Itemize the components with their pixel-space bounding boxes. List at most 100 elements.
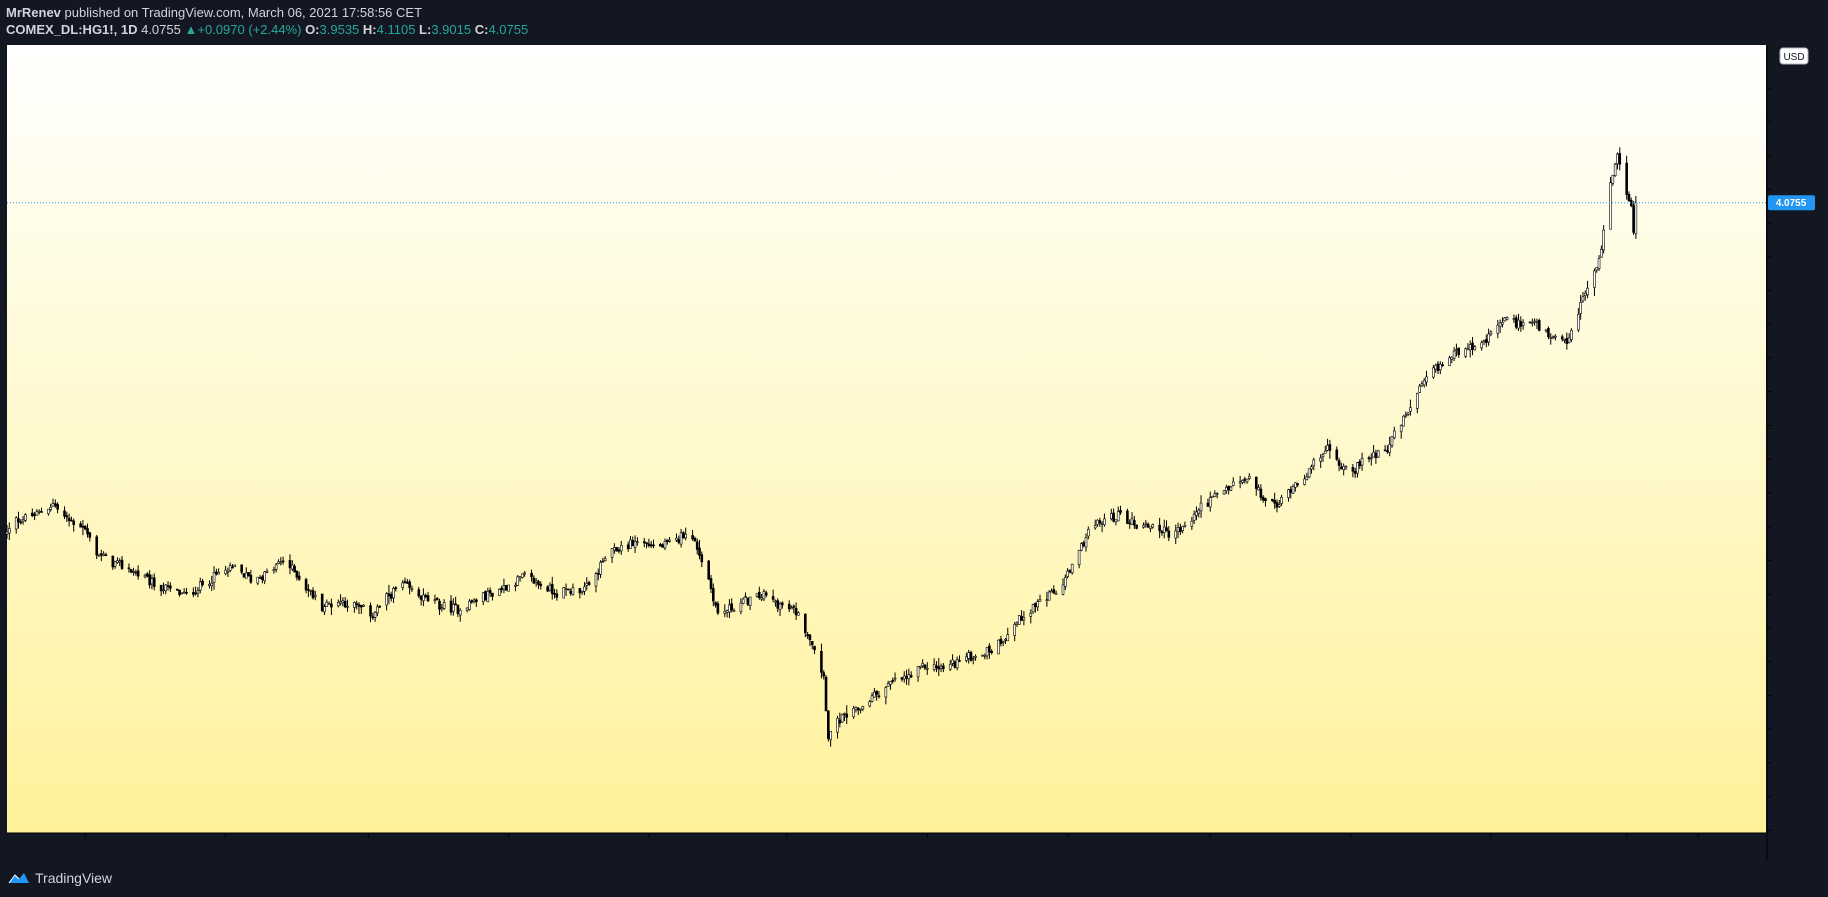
candle-body xyxy=(31,512,34,517)
candle-body xyxy=(859,708,862,711)
candle-body xyxy=(739,602,743,612)
candle-body xyxy=(5,531,9,535)
candle-body xyxy=(935,665,938,669)
candle-body xyxy=(1503,317,1507,322)
candle-body xyxy=(932,664,936,670)
candle-body xyxy=(1238,481,1242,484)
candle-body xyxy=(730,603,734,611)
candle-body xyxy=(668,539,671,542)
candle-body xyxy=(958,660,961,662)
candle-body xyxy=(362,604,365,607)
candle-body xyxy=(327,603,331,605)
candle-body xyxy=(942,665,945,670)
candle-body xyxy=(97,554,101,557)
candle-body xyxy=(675,537,678,541)
candle-body xyxy=(794,608,798,616)
candle-body xyxy=(1613,163,1617,177)
y-tick-label: 4.1250 xyxy=(1774,185,1805,196)
chart-header: MrRenev published on TradingView.com, Ma… xyxy=(0,0,1828,44)
candle-body xyxy=(691,535,694,540)
candle-body xyxy=(1625,162,1628,195)
candle-body xyxy=(974,656,977,658)
candle-body xyxy=(70,519,73,522)
candle-body xyxy=(682,532,685,539)
candle-body xyxy=(1197,509,1201,514)
candle-body xyxy=(1420,383,1424,386)
candle-body xyxy=(746,597,750,605)
candle-body xyxy=(744,596,747,598)
candle-body xyxy=(923,664,927,669)
last-price-badge: 4.0755 xyxy=(1768,195,1815,211)
candle-body xyxy=(893,677,897,680)
candle-body xyxy=(196,590,200,594)
candle-body xyxy=(1110,513,1113,520)
price-axis[interactable]: 1.7500 1.8750 2.0000 2.1250 2.2500 2.3750 2.50… xyxy=(1767,84,1805,837)
candle-body xyxy=(104,554,108,556)
candle-body xyxy=(118,560,122,563)
candle-body xyxy=(1390,436,1394,446)
y-tick-label: 2.5000 xyxy=(1774,624,1805,635)
candle-body xyxy=(371,616,375,619)
candle-body xyxy=(113,561,117,567)
candle-body xyxy=(610,548,614,558)
candle-body xyxy=(716,603,720,614)
candle-body xyxy=(339,601,342,604)
candle-body xyxy=(1195,511,1198,516)
change-up-icon: ▲ xyxy=(184,22,198,37)
candle-body xyxy=(965,656,968,661)
high-label: H: xyxy=(362,22,377,37)
y-tick-label: 2.6250 xyxy=(1774,590,1805,601)
candle-body xyxy=(1211,495,1214,498)
candle-body xyxy=(247,572,250,577)
candle-body xyxy=(166,585,170,587)
candle-body xyxy=(1448,357,1451,367)
candle-body xyxy=(1303,478,1306,485)
candle-body xyxy=(35,510,39,516)
candle-body xyxy=(1517,319,1520,329)
candle-body xyxy=(712,588,715,602)
candle-body xyxy=(360,604,363,608)
candle-body xyxy=(148,574,151,586)
candle-body xyxy=(1006,634,1010,642)
tradingview-brand[interactable]: TradingView xyxy=(8,870,112,886)
candle-body xyxy=(1151,524,1155,528)
candle-body xyxy=(1080,543,1083,551)
candle-body xyxy=(714,602,717,606)
candle-body xyxy=(1133,520,1136,526)
candle-body xyxy=(661,544,664,548)
candle-body xyxy=(1084,537,1088,548)
author-name[interactable]: MrRenev xyxy=(6,5,61,20)
candle-body xyxy=(1369,457,1373,460)
candle-body xyxy=(873,691,876,698)
candle-body xyxy=(1609,182,1612,230)
candle-body xyxy=(228,565,232,571)
candle-body xyxy=(1225,486,1228,492)
candle-body xyxy=(1337,460,1341,466)
candle-body xyxy=(1047,591,1051,601)
candle-body xyxy=(129,569,133,573)
currency-badge[interactable]: USD xyxy=(1779,47,1809,65)
open-value: 3.9535 xyxy=(319,22,360,37)
candle-body xyxy=(1229,486,1233,491)
candle-body xyxy=(1208,497,1212,508)
candle-body xyxy=(309,590,312,592)
candle-body xyxy=(19,521,23,524)
candle-body xyxy=(1296,483,1299,486)
candle-body xyxy=(249,574,253,583)
candle-body xyxy=(1068,569,1072,573)
symbol-label[interactable]: COMEX_DL:HG1!, 1D xyxy=(6,22,138,37)
candle-body xyxy=(523,572,526,575)
candle-body xyxy=(1583,292,1587,296)
candle-body xyxy=(215,571,218,575)
candle-body xyxy=(840,714,844,723)
candle-body xyxy=(925,667,929,670)
candle-body xyxy=(1158,524,1161,532)
candle-body xyxy=(164,584,168,592)
candle-body xyxy=(343,601,347,608)
time-axis[interactable]: May Jul Sep Nov 2020 Mar May Jul Sep Nov 2021 Mar Ap… xyxy=(76,833,1707,851)
candle-body xyxy=(1013,624,1016,636)
candle-body xyxy=(293,565,296,573)
candle-body xyxy=(1593,270,1596,288)
candle-body xyxy=(1227,485,1230,490)
price-chart[interactable]: 1.7500 1.8750 2.0000 2.1250 2.2500 2.3750 2.50… xyxy=(0,44,1828,861)
